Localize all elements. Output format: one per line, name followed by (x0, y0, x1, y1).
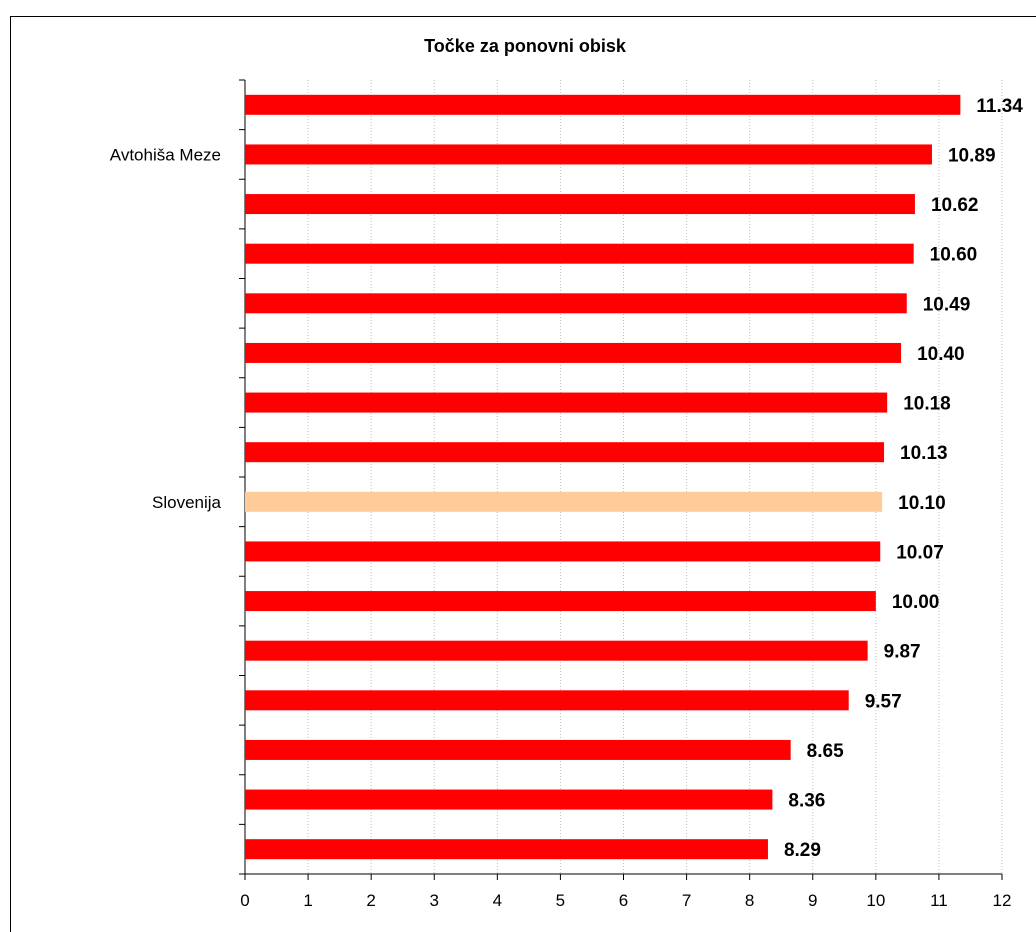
value-label-14: 8.36 (788, 791, 825, 812)
x-tick-label-5: 5 (556, 891, 565, 910)
bar-9 (245, 541, 881, 562)
category-label-8: Slovenija (152, 493, 222, 512)
bar-14 (245, 789, 773, 810)
bar-7 (245, 442, 885, 463)
value-label-13: 8.65 (807, 741, 844, 762)
value-label-6: 10.18 (903, 394, 951, 415)
bar-4 (245, 293, 907, 314)
x-tick-label-9: 9 (808, 891, 817, 910)
chart-title: Točke za ponovni obisk (424, 36, 627, 56)
x-tick-label-11: 11 (930, 891, 948, 910)
value-label-1: 10.89 (948, 145, 996, 166)
bar-5 (245, 342, 902, 363)
bar-11 (245, 640, 868, 661)
x-tick-label-1: 1 (303, 891, 312, 910)
x-tick-label-10: 10 (866, 891, 885, 910)
x-tick-label-12: 12 (993, 891, 1012, 910)
bar-1 (245, 144, 932, 165)
value-label-2: 10.62 (931, 195, 979, 216)
x-tick-label-4: 4 (493, 891, 502, 910)
x-tick-label-6: 6 (619, 891, 628, 910)
x-tick-label-7: 7 (682, 891, 691, 910)
value-label-3: 10.60 (930, 245, 978, 266)
chart-frame (10, 16, 1036, 932)
x-tick-label-2: 2 (366, 891, 375, 910)
x-tick-label-8: 8 (745, 891, 754, 910)
bar-13 (245, 739, 791, 760)
value-label-0: 11.34 (976, 96, 1023, 117)
value-label-11: 9.87 (884, 642, 921, 663)
value-label-4: 10.49 (923, 294, 971, 315)
value-label-5: 10.40 (917, 344, 965, 365)
value-label-12: 9.57 (865, 691, 902, 712)
value-label-7: 10.13 (900, 443, 948, 464)
value-label-9: 10.07 (896, 542, 944, 563)
bar-0 (245, 94, 961, 115)
bar-10 (245, 591, 876, 612)
bar-6 (245, 392, 888, 413)
x-tick-label-3: 3 (430, 891, 439, 910)
bar-12 (245, 690, 849, 711)
value-label-15: 8.29 (784, 840, 821, 861)
bar-3 (245, 243, 914, 264)
x-tick-label-0: 0 (240, 891, 249, 910)
value-label-8: 10.10 (898, 493, 946, 514)
bar-15 (245, 839, 768, 860)
bar-2 (245, 194, 915, 215)
category-label-1: Avtohiša Meze (110, 145, 221, 164)
value-label-10: 10.00 (892, 592, 940, 613)
bar-8 (245, 491, 883, 512)
